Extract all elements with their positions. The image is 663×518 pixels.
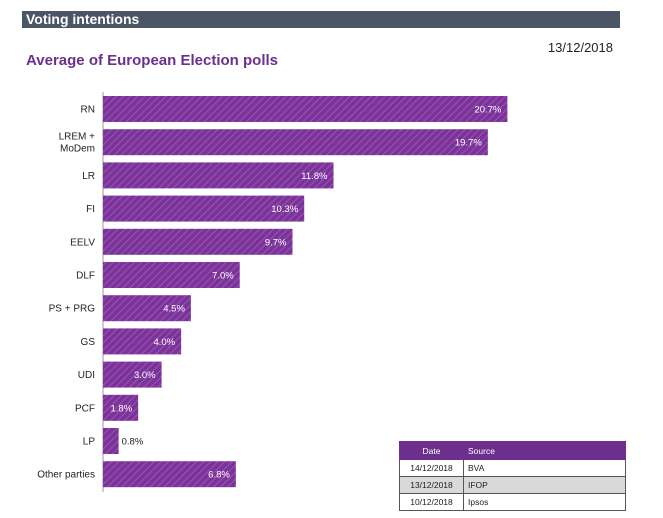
table-row: 10/12/2018 Ipsos: [399, 493, 626, 511]
category-label: FI: [86, 204, 95, 215]
value-label: 3.0%: [134, 370, 156, 381]
row-source: BVA: [463, 459, 626, 477]
table-row: 14/12/2018 BVA: [399, 459, 626, 477]
bar-rn: [103, 96, 508, 122]
sources-table: Date Source 14/12/2018 BVA 13/12/2018 IF…: [399, 441, 626, 511]
bar-lrem-modem: [103, 129, 488, 156]
date-column-header: Date: [399, 441, 464, 460]
row-source: IFOP: [463, 476, 626, 494]
value-label: 10.3%: [271, 204, 298, 215]
value-label: 6.8%: [208, 470, 230, 481]
category-label: LR: [82, 171, 95, 182]
category-label: LP: [83, 437, 96, 448]
bar-lr: [103, 162, 334, 189]
source-column-header: Source: [463, 441, 626, 460]
category-label: Other parties: [37, 470, 95, 481]
bar-other-parties: [103, 461, 236, 488]
bar-lp: [103, 428, 119, 454]
table-row: 13/12/2018 IFOP: [399, 476, 626, 494]
bar-udi: [103, 361, 162, 388]
category-label: PCF: [75, 403, 95, 414]
category-label: GS: [81, 337, 96, 348]
bar-ps-prg: [103, 295, 191, 322]
header-title: Voting intentions: [26, 11, 140, 27]
value-label: 7.0%: [212, 271, 234, 282]
category-label: EELV: [70, 237, 95, 248]
bar-gs: [103, 328, 182, 355]
value-label: 0.8%: [122, 437, 144, 448]
row-date: 13/12/2018: [399, 476, 464, 494]
bar-fi: [103, 195, 305, 222]
category-label: UDI: [78, 370, 95, 381]
chart-title: Average of European Election polls: [26, 52, 278, 69]
row-date: 14/12/2018: [399, 459, 464, 477]
bar-pcf: [103, 394, 139, 421]
report-date: 13/12/2018: [547, 40, 613, 55]
value-label: 4.5%: [163, 304, 185, 315]
value-label: 4.0%: [153, 337, 175, 348]
value-label: 1.8%: [111, 403, 133, 414]
category-label: LREM + MoDem: [59, 132, 96, 155]
value-label: 20.7%: [474, 105, 501, 116]
value-label: 9.7%: [265, 237, 287, 248]
category-label: RN: [81, 105, 95, 116]
row-source: Ipsos: [463, 493, 626, 511]
sources-header-row: Date Source: [399, 441, 626, 460]
category-label: PS + PRG: [49, 304, 96, 315]
category-label: DLF: [76, 271, 95, 282]
header-bar: Voting intentions: [22, 11, 620, 28]
row-date: 10/12/2018: [399, 493, 464, 511]
value-label: 19.7%: [455, 138, 482, 149]
bar-eelv: [103, 228, 293, 255]
value-label: 11.8%: [301, 171, 328, 182]
bar-dlf: [103, 262, 240, 288]
